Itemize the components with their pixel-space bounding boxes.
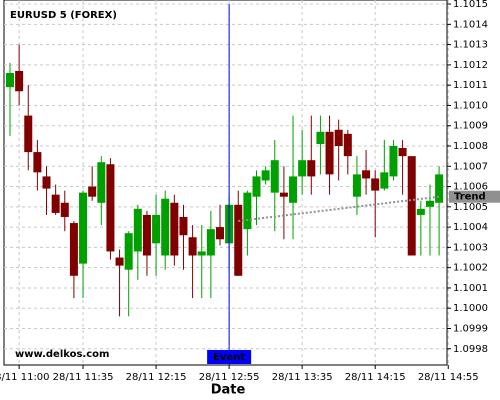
candle-body [325, 131, 334, 175]
y-tick-label: 1.1001 [453, 283, 488, 294]
trend-label-box [449, 190, 500, 203]
candle-body [435, 174, 444, 203]
x-tick-label: 28/11 14:15 [345, 372, 406, 383]
candle-body [279, 192, 288, 197]
candle-body [307, 160, 316, 177]
candle-body [115, 257, 124, 266]
candle-body [243, 192, 252, 230]
candle-body [15, 70, 24, 92]
candle-body [106, 164, 115, 252]
chart-title: EURUSD 5 (FOREX) [10, 10, 117, 21]
candle-body [362, 170, 371, 179]
candle-body [289, 176, 298, 203]
candle-body [79, 192, 88, 264]
candle-body [298, 160, 307, 177]
candle-body [124, 233, 133, 270]
candle-body [389, 146, 398, 177]
candle-body [142, 214, 151, 256]
candle-body [252, 176, 261, 197]
candle-body [97, 162, 106, 203]
candle-body [152, 214, 161, 244]
candle-body [24, 115, 33, 153]
y-tick-label: 1.1009 [453, 121, 488, 132]
candle-body [170, 202, 179, 256]
candle-body [352, 174, 361, 197]
candle-body [407, 156, 416, 256]
event-label: Event [213, 352, 245, 363]
candle-body [161, 198, 170, 256]
y-tick-label: 1.1008 [453, 141, 488, 152]
watermark: www.delkos.com [15, 349, 109, 360]
candle-body [88, 186, 97, 197]
candle-body [261, 170, 270, 181]
y-tick-label: 1.1014 [453, 19, 488, 30]
candle-body [234, 204, 243, 276]
x-tick-label: 28/11 12:15 [126, 372, 187, 383]
y-tick-label: 1.0999 [453, 324, 488, 335]
candle-body [197, 251, 206, 256]
trend-line [238, 195, 440, 223]
candle-body [398, 148, 407, 157]
candle-body [343, 133, 352, 157]
candle-body [33, 152, 42, 173]
y-tick-label: 1.1003 [453, 242, 488, 253]
event-label-box [207, 350, 252, 364]
x-tick-label: 28/11 11:35 [53, 372, 114, 383]
candle-body [69, 223, 78, 276]
candle-body [206, 229, 215, 256]
candle-body [51, 194, 60, 213]
y-tick-label: 1.1015 [453, 0, 488, 10]
y-tick-label: 1.1013 [453, 40, 488, 51]
candle-body [380, 172, 389, 189]
y-tick-label: 1.1007 [453, 161, 488, 172]
candle-body [270, 160, 279, 193]
y-tick-label: 1.1002 [453, 263, 488, 274]
y-tick-label: 1.1005 [453, 202, 488, 213]
candle-body [334, 129, 343, 146]
y-tick-label: 1.1011 [453, 80, 488, 91]
candle-body [316, 131, 325, 144]
candle-body [133, 208, 142, 252]
x-tick-label: 28/11 12:55 [199, 372, 260, 383]
y-tick-label: 1.1004 [453, 222, 488, 233]
candle-body [60, 202, 69, 217]
y-tick-label: 1.1010 [453, 100, 488, 111]
x-tick-label: 28/11 11:00 [0, 372, 50, 383]
x-tick-label: 28/11 14:55 [418, 372, 479, 383]
candle-body [416, 208, 425, 215]
y-tick-label: 1.1000 [453, 303, 488, 314]
candle-body [179, 216, 188, 236]
y-tick-label: 1.0998 [453, 344, 488, 355]
x-tick-label: 28/11 13:35 [272, 372, 333, 383]
candle-body [371, 178, 380, 191]
candle-body [6, 73, 14, 88]
x-axis-label: Date [211, 383, 246, 398]
y-tick-label: 1.1012 [453, 60, 488, 71]
candle-body [215, 227, 224, 240]
candle-body [188, 237, 197, 256]
trend-label: Trend [454, 192, 486, 203]
y-tick-label: 1.1006 [453, 182, 488, 193]
candle-body [42, 176, 51, 189]
candle-body [425, 200, 434, 207]
